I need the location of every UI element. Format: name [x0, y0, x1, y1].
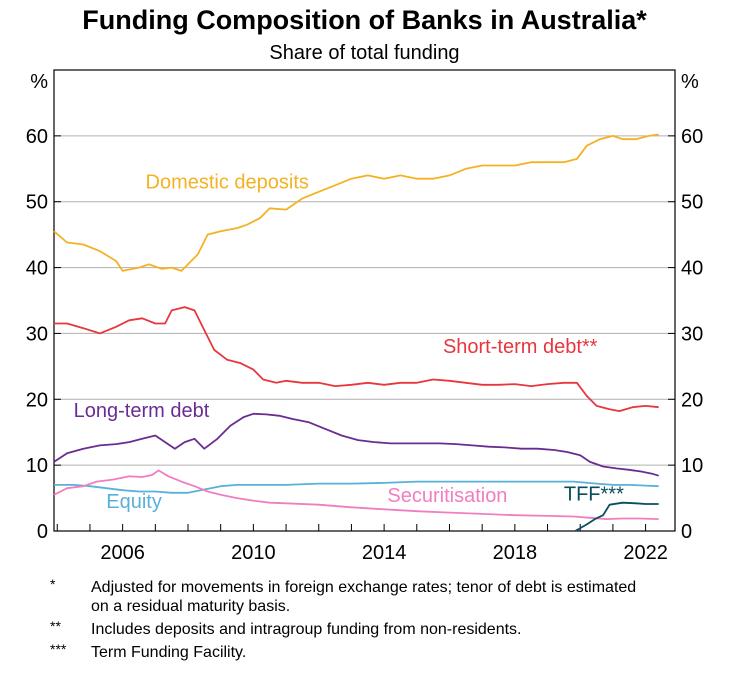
series-label: Short-term debt**: [443, 336, 598, 358]
series-line: [574, 501, 659, 532]
series-line: [53, 133, 659, 272]
footnote-1: * Adjusted for movements in foreign exch…: [0, 576, 729, 616]
y-tick-label-left: 0: [37, 521, 48, 543]
y-tick-label-left: 30: [26, 323, 48, 345]
x-tick-label: 2010: [231, 542, 276, 564]
series-line: [54, 306, 659, 412]
y-unit-label-right: %: [681, 71, 699, 93]
series-label: Long-term debt: [74, 400, 210, 422]
x-tick-label: 2014: [362, 542, 407, 564]
y-tick-label-right: 40: [681, 258, 703, 280]
plot-frame: [53, 69, 676, 532]
y-tick-label-left: 20: [26, 389, 48, 411]
series-line: [54, 480, 659, 494]
series-label: Securitisation: [387, 485, 507, 507]
y-unit-label-left: %: [30, 71, 48, 93]
y-tick-label-left: 50: [26, 192, 48, 214]
footnote-text: Adjusted for movements in foreign exchan…: [91, 579, 637, 615]
y-tick-label-left: 10: [26, 455, 48, 477]
series-line: [53, 412, 659, 477]
footnote-2: ** Includes deposits and intragroup fund…: [0, 618, 729, 639]
y-tick-label-left: 60: [26, 126, 48, 148]
series-line: [53, 469, 659, 520]
series-label: Domestic deposits: [146, 172, 309, 194]
footnote-mark: **: [50, 618, 61, 634]
footnote-text: Includes deposits and intragroup funding…: [91, 621, 522, 638]
y-tick-label-left: 40: [26, 258, 48, 280]
y-tick-label-right: 30: [681, 323, 703, 345]
x-tick-label: 2022: [623, 542, 668, 564]
footnotes: * Adjusted for movements in foreign exch…: [0, 576, 729, 666]
y-tick-label-right: 0: [681, 521, 692, 543]
series-label: Equity: [106, 491, 162, 513]
footnote-3: *** Term Funding Facility.: [0, 641, 729, 662]
footnote-mark: ***: [50, 641, 67, 657]
chart-title: Funding Composition of Banks in Australi…: [82, 5, 647, 35]
y-tick-label-right: 10: [681, 455, 703, 477]
footnote-mark: *: [50, 576, 56, 592]
series-label: TFF***: [564, 484, 624, 506]
y-tick-label-right: 60: [681, 126, 703, 148]
chart-subtitle: Share of total funding: [269, 42, 460, 64]
footnote-text: Term Funding Facility.: [91, 644, 247, 661]
x-tick-label: 2006: [100, 542, 145, 564]
y-tick-label-right: 20: [681, 389, 703, 411]
x-tick-label: 2018: [493, 542, 538, 564]
y-tick-label-right: 50: [681, 192, 703, 214]
